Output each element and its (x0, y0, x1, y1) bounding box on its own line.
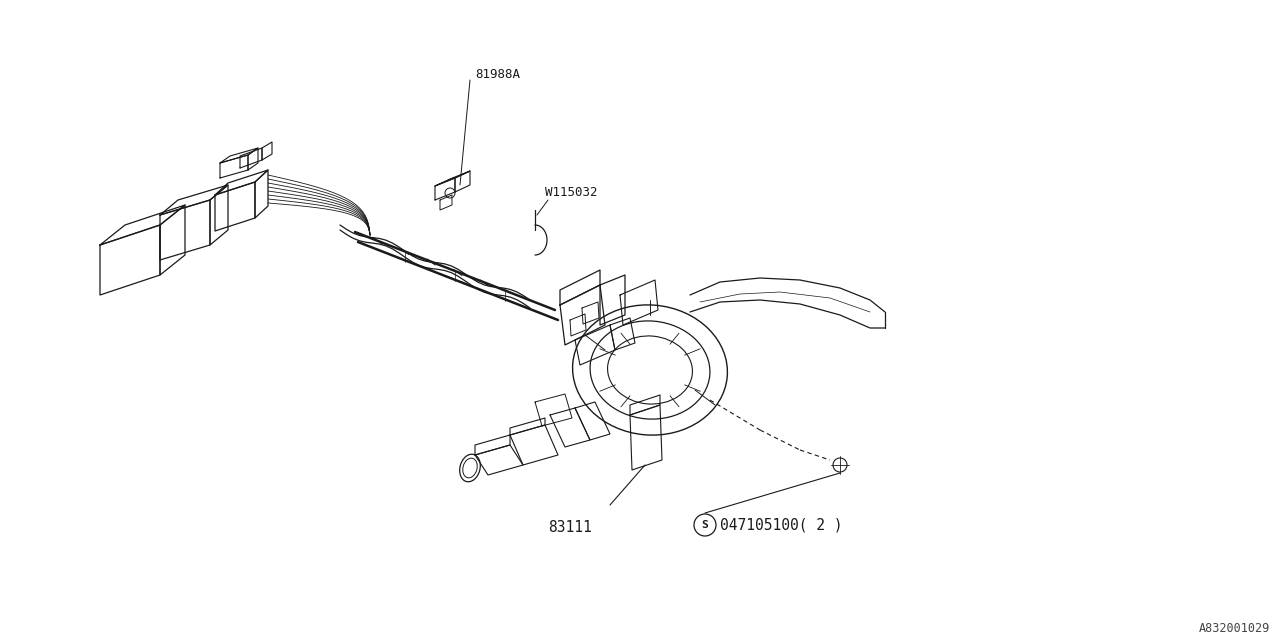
Text: 047105100( 2 ): 047105100( 2 ) (719, 518, 842, 532)
Text: A832001029: A832001029 (1199, 622, 1270, 635)
Text: 81988A: 81988A (475, 68, 520, 81)
Text: W115032: W115032 (545, 186, 598, 200)
Text: S: S (701, 520, 708, 530)
Text: 83111: 83111 (548, 520, 591, 535)
